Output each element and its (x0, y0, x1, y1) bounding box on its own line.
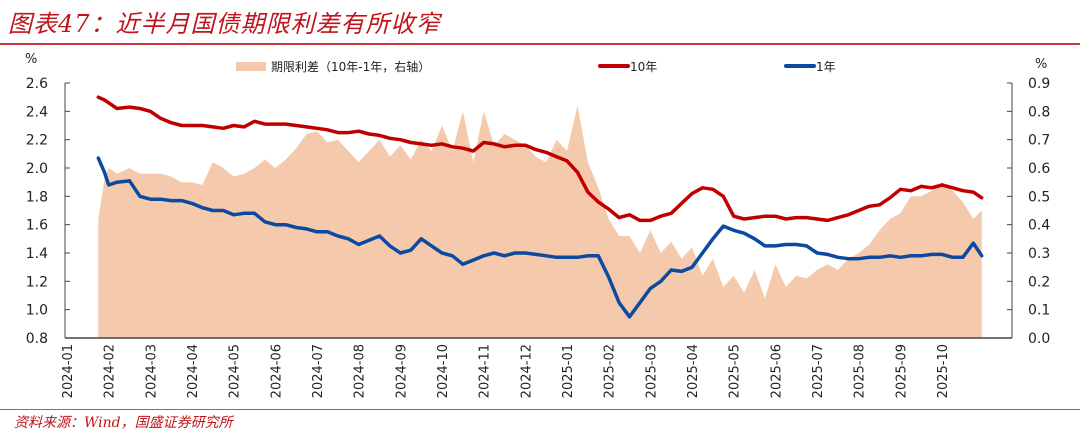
x-tick-label: 2025-07 (811, 344, 826, 398)
chart-title: 图表47：近半月国债期限利差有所收窄 (8, 10, 441, 38)
legend-label-spread: 期限利差（10年-1年，右轴） (271, 59, 430, 74)
x-tick-label: 2024-06 (269, 344, 284, 398)
right-tick-label: 0.3 (1028, 246, 1050, 262)
right-tick-label: 0.5 (1028, 189, 1050, 205)
left-tick-label: 2.4 (26, 104, 48, 120)
x-tick-label: 2024-09 (394, 344, 409, 398)
right-tick-label: 0.4 (1028, 218, 1050, 234)
x-tick-label: 2025-02 (603, 344, 618, 398)
yield-chart: 期限利差（10年-1年，右轴） 10年 1年 % % 0.8 1.0 1.2 1.4 1… (25, 52, 1050, 398)
x-tick-label: 2024-05 (228, 344, 243, 398)
footer-divider (0, 409, 1080, 410)
legend-label-10y: 10年 (630, 60, 657, 74)
left-tick-label: 1.2 (26, 274, 48, 290)
right-tick-label: 0.8 (1028, 104, 1050, 120)
x-tick-label: 2024-08 (353, 344, 368, 398)
x-tick-label: 2025-08 (853, 344, 868, 398)
left-tick-label: 2.2 (26, 133, 48, 149)
left-tick-label: 0.8 (26, 331, 48, 347)
x-tick-label: 2025-04 (686, 344, 701, 398)
x-tick-label: 2024-07 (311, 344, 326, 398)
x-tick-label: 2024-11 (478, 344, 493, 398)
right-tick-label: 0.2 (1028, 274, 1050, 290)
left-tick-label: 1.6 (26, 218, 48, 234)
right-tick-label: 0.9 (1028, 76, 1050, 92)
x-tick-label: 2024-04 (186, 344, 201, 398)
x-tick-label: 2025-06 (769, 344, 784, 398)
legend-swatch-spread (236, 62, 266, 71)
line-1y (96, 156, 984, 319)
title-divider (0, 43, 1080, 45)
x-tick-label: 2024-03 (144, 344, 159, 398)
left-axis-unit: % (25, 52, 37, 67)
left-tick-label: 1.0 (26, 303, 48, 319)
right-tick-label: 0.6 (1028, 161, 1050, 177)
line-10y (96, 95, 984, 223)
left-tick-label: 2.0 (26, 161, 48, 177)
x-tick-label: 2025-09 (894, 344, 909, 398)
x-tick-label: 2025-01 (561, 344, 576, 398)
source-note: 资料来源：Wind，国盛证券研究所 (14, 415, 233, 431)
right-tick-label: 0.1 (1028, 303, 1050, 319)
x-tick-label: 2024-10 (436, 344, 451, 398)
spread-area (98, 105, 982, 338)
legend: 期限利差（10年-1年，右轴） 10年 1年 (236, 59, 836, 74)
left-tick-label: 1.8 (26, 189, 48, 205)
left-tick-label: 1.4 (26, 246, 48, 262)
right-tick-label: 0.0 (1028, 331, 1050, 347)
left-tick-label: 2.6 (26, 76, 48, 92)
legend-label-1y: 1年 (816, 60, 836, 74)
x-tick-label: 2025-03 (644, 344, 659, 398)
x-tick-label: 2024-01 (61, 344, 76, 398)
x-tick-label: 2024-12 (519, 344, 534, 398)
x-tick-label: 2024-02 (103, 344, 118, 398)
x-tick-label: 2025-05 (728, 344, 743, 398)
right-tick-label: 0.7 (1028, 133, 1050, 149)
right-axis-unit: % (1035, 57, 1047, 72)
x-tick-label: 2025-10 (936, 344, 951, 398)
